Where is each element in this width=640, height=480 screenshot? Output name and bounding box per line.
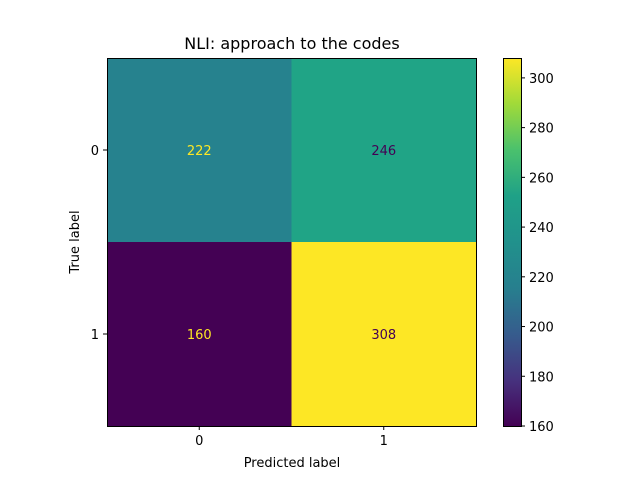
colorbar-tick-label: 220 — [529, 271, 554, 286]
colorbar-tick-label: 180 — [529, 370, 554, 385]
y-axis: 01 — [91, 144, 107, 343]
y-axis-label: True label — [68, 210, 83, 274]
cell-value-label: 222 — [187, 144, 212, 159]
matrix-cell — [107, 242, 292, 427]
cell-value-label: 308 — [371, 328, 396, 343]
x-axis-label: Predicted label — [244, 456, 341, 471]
cell-value-label: 160 — [187, 328, 212, 343]
y-tick-label: 0 — [91, 144, 99, 159]
matrix-cell — [291, 242, 477, 427]
cell-value-label: 246 — [371, 144, 396, 159]
colorbar — [503, 58, 521, 426]
colorbar-tick-label: 300 — [529, 72, 554, 87]
matrix-cell — [291, 58, 477, 243]
colorbar-tick-label: 160 — [529, 420, 554, 435]
x-tick-label: 0 — [195, 434, 203, 449]
matrix-cells: 222 246 160 308 — [107, 58, 477, 427]
y-tick-label: 1 — [91, 328, 99, 343]
plot-frame — [107, 58, 477, 427]
x-tick-label: 1 — [380, 434, 388, 449]
matrix-cell — [107, 58, 292, 243]
colorbar-tick-label: 200 — [529, 321, 554, 336]
colorbar-tick-label: 280 — [529, 122, 554, 137]
colorbar-axis: 160 180 200 220 240 260 280 300 — [521, 72, 554, 435]
colorbar-tick-label: 260 — [529, 171, 554, 186]
colorbar-frame — [503, 58, 522, 427]
chart-title: NLI: approach to the codes — [184, 34, 399, 53]
colorbar-tick-label: 240 — [529, 221, 554, 236]
